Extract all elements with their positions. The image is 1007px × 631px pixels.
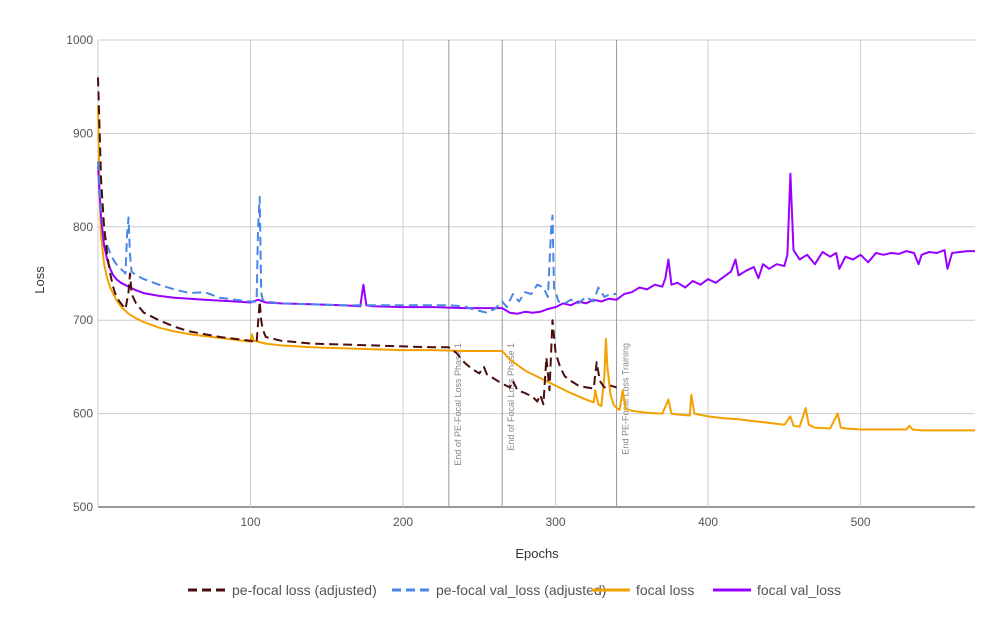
y-tick-label: 1000 bbox=[66, 33, 93, 47]
annotation-label: End of PE-Focal Loss Phase 1 bbox=[453, 343, 463, 466]
y-tick-label: 500 bbox=[73, 500, 93, 514]
x-tick-label: 300 bbox=[546, 515, 566, 529]
gridlines bbox=[97, 39, 975, 508]
legend-label: pe-focal val_loss (adjusted) bbox=[436, 582, 606, 598]
series-line-1 bbox=[97, 161, 617, 314]
y-tick-label: 800 bbox=[73, 220, 93, 234]
series-line-0 bbox=[97, 77, 617, 406]
series-line-2 bbox=[97, 105, 975, 432]
legend: pe-focal loss (adjusted) pe-focal val_los… bbox=[188, 582, 841, 598]
legend-label: focal loss bbox=[636, 582, 694, 598]
x-tick-label: 200 bbox=[393, 515, 413, 529]
x-tick-label: 500 bbox=[851, 515, 871, 529]
y-tick-label: 700 bbox=[73, 313, 93, 327]
legend-label: focal val_loss bbox=[757, 582, 841, 598]
y-tick-label: 900 bbox=[73, 126, 93, 140]
series-line-3 bbox=[97, 166, 975, 315]
tick-labels: 500 600 700 800 900 1000 100 200 300 400 500 bbox=[66, 33, 871, 529]
x-tick-label: 400 bbox=[698, 515, 718, 529]
x-axis-title: Epochs bbox=[515, 546, 559, 561]
annotation-lines: End of PE-Focal Loss Phase 1 End of Focal… bbox=[448, 40, 631, 507]
series-lines bbox=[97, 77, 975, 432]
legend-label: pe-focal loss (adjusted) bbox=[232, 582, 377, 598]
annotation-label: End of Focal Loss Phase 1 bbox=[506, 343, 516, 451]
x-tick-label: 100 bbox=[241, 515, 261, 529]
y-axis-title: Loss bbox=[32, 266, 47, 294]
y-tick-label: 600 bbox=[73, 407, 93, 421]
annotation-label: End PE-Focal Loss Training bbox=[621, 343, 631, 455]
